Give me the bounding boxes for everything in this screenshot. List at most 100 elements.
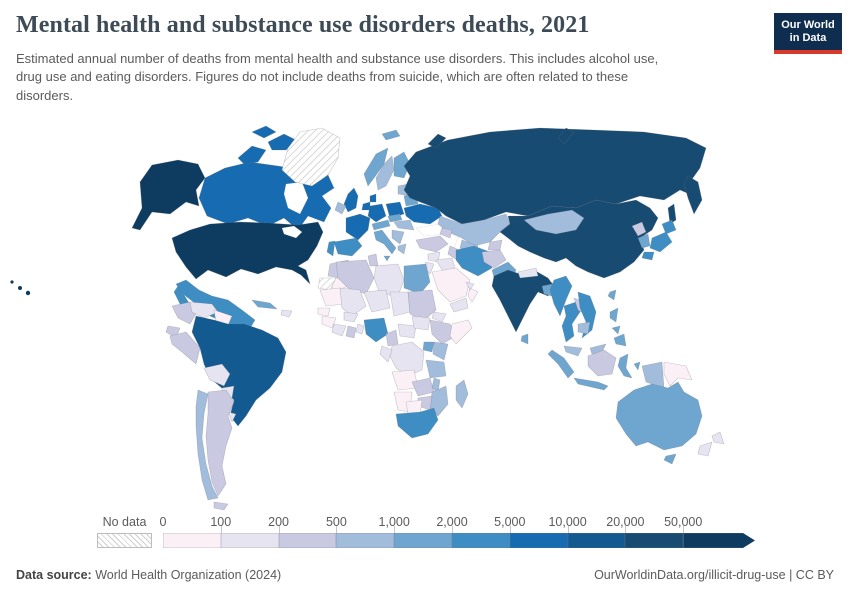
country-saudi-arabia[interactable] [431, 267, 471, 303]
country-ireland[interactable] [334, 201, 347, 215]
country-senegal[interactable] [317, 307, 331, 317]
country-hawaii3[interactable] [25, 290, 31, 296]
country-madagascar[interactable] [455, 379, 469, 409]
country-japan-hokkaido[interactable] [661, 219, 677, 235]
country-japan-honshu[interactable] [649, 231, 673, 253]
country-philippines-luzon[interactable] [609, 307, 619, 323]
country-myanmar[interactable] [549, 275, 573, 317]
country-sakhalin[interactable] [667, 203, 677, 225]
country-russia[interactable] [403, 127, 707, 225]
country-kamchatka[interactable] [683, 175, 703, 215]
country-portugal[interactable] [326, 240, 336, 257]
country-mongolia[interactable] [523, 209, 585, 235]
country-guinea[interactable] [321, 315, 337, 329]
country-nepal[interactable] [517, 267, 539, 279]
no-data-swatch[interactable] [97, 533, 152, 548]
country-balkans[interactable] [391, 229, 405, 245]
country-italy[interactable] [373, 229, 397, 255]
country-france[interactable] [345, 213, 371, 241]
country-south-korea[interactable] [637, 233, 651, 249]
country-ukraine[interactable] [403, 203, 443, 225]
country-cambodia[interactable] [577, 321, 591, 335]
country-ethiopia[interactable] [429, 319, 457, 345]
country-new-zealand-south[interactable] [697, 441, 713, 457]
country-vietnam[interactable] [577, 291, 597, 339]
country-gabon-congo[interactable] [379, 345, 393, 363]
country-alaska[interactable] [131, 159, 206, 231]
country-chad[interactable] [389, 291, 411, 317]
country-venezuela[interactable] [189, 301, 219, 319]
country-uganda[interactable] [422, 341, 435, 353]
country-nigeria[interactable] [363, 317, 389, 343]
country-united-kingdom[interactable] [343, 187, 359, 213]
country-kenya[interactable] [432, 341, 449, 361]
country-sudan[interactable] [407, 289, 437, 321]
country-svalbard[interactable] [381, 129, 401, 141]
country-afghanistan[interactable] [481, 249, 507, 269]
country-ghana[interactable] [345, 325, 357, 339]
country-united-states[interactable] [171, 221, 324, 285]
country-tierra-del-fuego[interactable] [213, 501, 229, 511]
country-hawaii1[interactable] [10, 280, 14, 284]
country-ivory-coast[interactable] [331, 323, 347, 337]
country-australia[interactable] [615, 381, 703, 451]
country-hungary-romania[interactable] [393, 219, 415, 231]
country-greenland[interactable] [281, 127, 341, 187]
country-bolivia[interactable] [203, 363, 231, 387]
country-severnaya-zemlya[interactable] [557, 127, 575, 145]
country-new-zealand-north[interactable] [711, 431, 725, 445]
country-mali[interactable] [339, 287, 367, 317]
country-argentina[interactable] [205, 389, 235, 497]
country-uruguay[interactable] [227, 411, 237, 423]
country-czechia-slovakia[interactable] [387, 213, 403, 223]
legend-bin-9[interactable] [683, 533, 755, 548]
country-colombia[interactable] [171, 301, 198, 325]
country-south-sudan[interactable] [411, 315, 431, 331]
legend-bin-7[interactable] [567, 533, 626, 548]
country-niger[interactable] [363, 289, 391, 313]
country-greece[interactable] [397, 243, 407, 255]
country-uae[interactable] [465, 281, 475, 291]
country-burkina-faso[interactable] [343, 311, 359, 323]
country-denmark[interactable] [369, 193, 377, 203]
country-sri-lanka[interactable] [520, 333, 529, 345]
country-taiwan[interactable] [607, 289, 617, 301]
country-germany[interactable] [367, 203, 387, 223]
legend-bin-5[interactable] [451, 533, 510, 548]
country-togo-benin[interactable] [355, 323, 365, 335]
legend-bin-4[interactable] [394, 533, 452, 548]
country-malaysia[interactable] [563, 345, 583, 357]
country-cameroon[interactable] [385, 329, 399, 347]
country-sicily[interactable] [383, 255, 391, 262]
country-sulawesi[interactable] [617, 353, 633, 379]
country-turkey[interactable] [415, 235, 449, 253]
country-egypt[interactable] [403, 263, 431, 295]
country-india[interactable] [491, 269, 555, 333]
country-yemen[interactable] [449, 297, 469, 313]
country-novaya-zemlya[interactable] [427, 133, 447, 149]
legend-bin-2[interactable] [278, 533, 337, 548]
country-caucasus[interactable] [439, 227, 453, 239]
country-canada-arctic4[interactable] [251, 125, 277, 139]
country-canada-arctic1[interactable] [237, 145, 267, 165]
country-spain[interactable] [333, 237, 363, 257]
legend-bin-8[interactable] [625, 533, 684, 548]
country-philippines-visayas[interactable] [611, 325, 621, 335]
country-kalimantan[interactable] [587, 349, 617, 377]
country-chile[interactable] [195, 389, 219, 501]
country-belgium-netherlands[interactable] [361, 201, 371, 211]
country-sumatra[interactable] [547, 349, 575, 379]
country-moluccas[interactable] [633, 361, 641, 371]
owid-logo[interactable]: Our World in Data [774, 13, 842, 55]
country-brazil[interactable] [191, 315, 287, 427]
country-somalia[interactable] [449, 319, 473, 345]
country-tanzania[interactable] [425, 359, 447, 379]
country-hawaii2[interactable] [18, 286, 22, 290]
country-peru[interactable] [169, 331, 201, 365]
country-philippines-mindanao[interactable] [613, 333, 627, 347]
country-central-african-republic[interactable] [397, 323, 417, 339]
country-eritrea-djibouti[interactable] [431, 311, 447, 323]
country-north-korea[interactable] [631, 221, 647, 237]
country-poland[interactable] [385, 201, 405, 219]
legend-bin-6[interactable] [509, 533, 568, 548]
